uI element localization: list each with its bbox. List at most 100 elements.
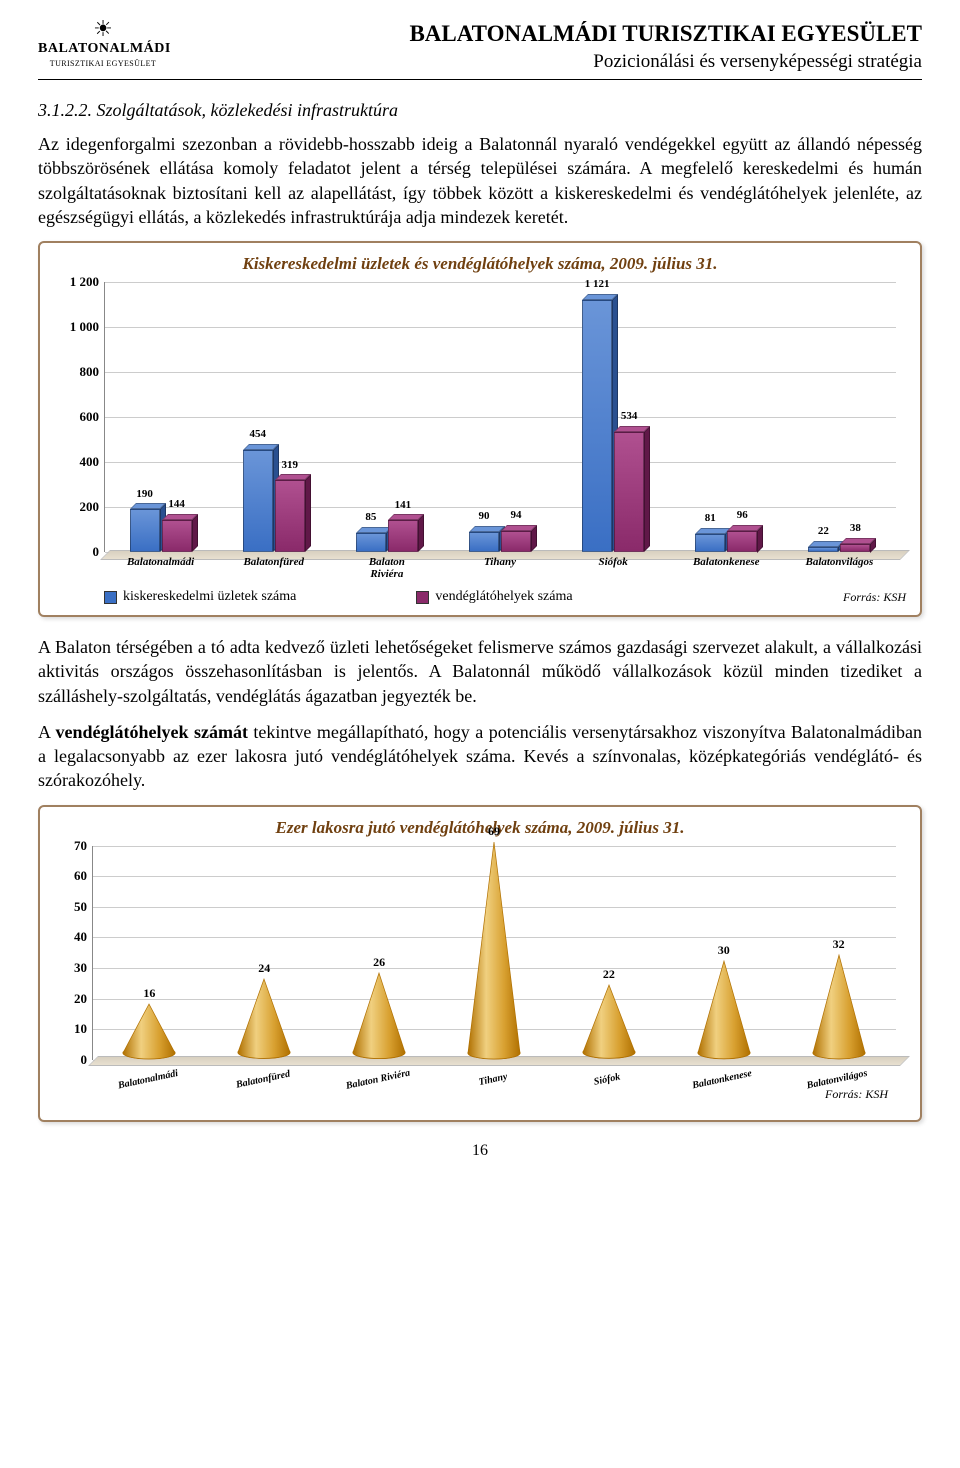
- chart2-ytick: 10: [55, 1020, 87, 1038]
- chart1-xlabel: Balatonfüred: [217, 556, 330, 582]
- para3-b: vendéglátóhelyek számát: [55, 722, 247, 742]
- chart1-bar-label: 454: [238, 427, 278, 442]
- chart1-ytick: 1 000: [55, 318, 99, 336]
- paragraph-1: Az idegenforgalmi szezonban a rövidebb-h…: [38, 132, 922, 229]
- para3-a: A: [38, 722, 55, 742]
- chart1-legend-item: vendéglátóhelyek száma: [416, 588, 572, 607]
- chart2-container: Ezer lakosra jutó vendéglátóhelyek száma…: [38, 805, 922, 1122]
- chart1-container: Kiskereskedelmi üzletek és vendéglátóhel…: [38, 241, 922, 617]
- chart1-legend-items: kiskereskedelmi üzletek száma vendéglátóh…: [104, 588, 573, 607]
- chart1-ytick: 200: [55, 498, 99, 516]
- chart2-value-label: 30: [704, 942, 744, 958]
- chart1-xlabel: Balatonkenese: [670, 556, 783, 582]
- chart1-category: 8196: [670, 282, 783, 552]
- chart1-bar: 22: [808, 547, 838, 552]
- chart2-ytick: 30: [55, 959, 87, 977]
- chart2-area: 010203040506070 16242669223032 Balatonal…: [92, 846, 896, 1106]
- logo-icon: ☀︎: [38, 18, 168, 40]
- chart2-cone: [236, 972, 292, 1059]
- page-number: 16: [38, 1140, 922, 1162]
- section-title: Szolgáltatások, közlekedési infrastruktú…: [97, 100, 398, 120]
- chart1-bar: 85: [356, 533, 386, 552]
- chart1-source: Forrás: KSH: [843, 589, 906, 605]
- chart1-bar-label: 38: [835, 521, 875, 536]
- chart2-cone: [811, 948, 867, 1060]
- chart2-value-label: 32: [819, 936, 859, 952]
- chart2-category: 69: [437, 846, 552, 1060]
- chart2-ytick: 40: [55, 929, 87, 947]
- chart1-xlabel: Balatonalmádi: [104, 556, 217, 582]
- org-title: BALATONALMÁDI TURISZTIKAI EGYESÜLET: [168, 18, 922, 49]
- chart1-area: 02004006008001 0001 200 1901444543198514…: [104, 282, 896, 582]
- chart2-value-label: 24: [244, 960, 284, 976]
- page-header: ☀︎ BALATONALMÁDI TURISZTIKAI EGYESÜLET B…: [38, 18, 922, 75]
- chart1-bar: 94: [501, 531, 531, 552]
- chart1-category: 85141: [330, 282, 443, 552]
- chart2-category: 24: [207, 846, 322, 1060]
- legend-label: kiskereskedelmi üzletek száma: [123, 588, 296, 607]
- chart1-bar: 190: [130, 509, 160, 552]
- chart1-ytick: 800: [55, 363, 99, 381]
- chart2-ytick: 0: [55, 1051, 87, 1069]
- logo-name: BALATONALMÁDI: [38, 40, 168, 59]
- chart1-bar-label: 534: [609, 409, 649, 424]
- chart2-cone: [466, 835, 522, 1060]
- chart2-cones: 16 24 26 69 22 30 32: [92, 846, 896, 1060]
- chart2-ytick: 60: [55, 868, 87, 886]
- chart2-cone: [581, 978, 637, 1059]
- chart1-xlabel: Tihany: [443, 556, 556, 582]
- logo: ☀︎ BALATONALMÁDI TURISZTIKAI EGYESÜLET: [38, 18, 168, 70]
- chart2-category: 16: [92, 846, 207, 1060]
- section-number: 3.1.2.2.: [38, 100, 92, 120]
- chart1-bar: 144: [162, 520, 192, 552]
- chart1-bar-label: 144: [157, 497, 197, 512]
- chart2-value-label: 69: [474, 823, 514, 839]
- chart1-bar-label: 1 121: [577, 277, 617, 292]
- chart1-bar-label: 96: [722, 508, 762, 523]
- chart1-legend-item: kiskereskedelmi üzletek száma: [104, 588, 296, 607]
- legend-label: vendéglátóhelyek száma: [435, 588, 572, 607]
- chart1-bar: 141: [388, 520, 418, 552]
- legend-swatch: [104, 591, 117, 604]
- chart1-category: 9094: [443, 282, 556, 552]
- chart1-ytick: 400: [55, 453, 99, 471]
- header-rule: [38, 79, 922, 80]
- chart1-category: 1 121534: [557, 282, 670, 552]
- chart2-category: 26: [322, 846, 437, 1060]
- chart1-bar: 38: [840, 544, 870, 553]
- chart1-bar: 534: [614, 432, 644, 552]
- chart2-value-label: 26: [359, 954, 399, 970]
- chart2-cone: [121, 997, 177, 1060]
- chart2-value-label: 16: [129, 985, 169, 1001]
- chart1-bar: 96: [727, 531, 757, 553]
- chart1-title: Kiskereskedelmi üzletek és vendéglátóhel…: [54, 253, 906, 276]
- doc-subtitle: Pozicionálási és versenyképességi straté…: [168, 49, 922, 75]
- chart1-bars: 1901444543198514190941 12153481962238: [104, 282, 896, 552]
- paragraph-2: A Balaton térségében a tó adta kedvező ü…: [38, 635, 922, 708]
- chart2-value-label: 22: [589, 966, 629, 982]
- chart1-xlabel: Siófok: [557, 556, 670, 582]
- chart1-xlabel: BalatonRiviéra: [330, 556, 443, 582]
- chart1-bar-label: 141: [383, 498, 423, 513]
- chart1-category: 2238: [783, 282, 896, 552]
- chart2-ytick: 50: [55, 898, 87, 916]
- chart2-category: 32: [781, 846, 896, 1060]
- chart1-legend: kiskereskedelmi üzletek száma vendéglátóh…: [104, 588, 906, 607]
- chart2-category: 30: [666, 846, 781, 1060]
- chart1-ytick: 1 200: [55, 273, 99, 291]
- logo-sub: TURISZTIKAI EGYESÜLET: [38, 59, 168, 70]
- chart1-bar: 90: [469, 532, 499, 552]
- chart1-bar-label: 94: [496, 508, 536, 523]
- chart1-bar: 81: [695, 534, 725, 552]
- header-text: BALATONALMÁDI TURISZTIKAI EGYESÜLET Pozi…: [168, 18, 922, 75]
- chart1-ytick: 600: [55, 408, 99, 426]
- section-heading: 3.1.2.2. Szolgáltatások, közlekedési inf…: [38, 98, 922, 122]
- chart2-category: 22: [551, 846, 666, 1060]
- chart1-category: 190144: [104, 282, 217, 552]
- chart1-xlabel: Balatonvilágos: [783, 556, 896, 582]
- chart1-category: 454 319: [217, 282, 330, 552]
- chart1-ytick: 0: [55, 543, 99, 561]
- chart2-cone: [351, 966, 407, 1059]
- chart1-bar: 319: [275, 480, 305, 552]
- chart2-xlabels: BalatonalmádiBalatonfüredBalaton Riviéra…: [92, 1066, 896, 1106]
